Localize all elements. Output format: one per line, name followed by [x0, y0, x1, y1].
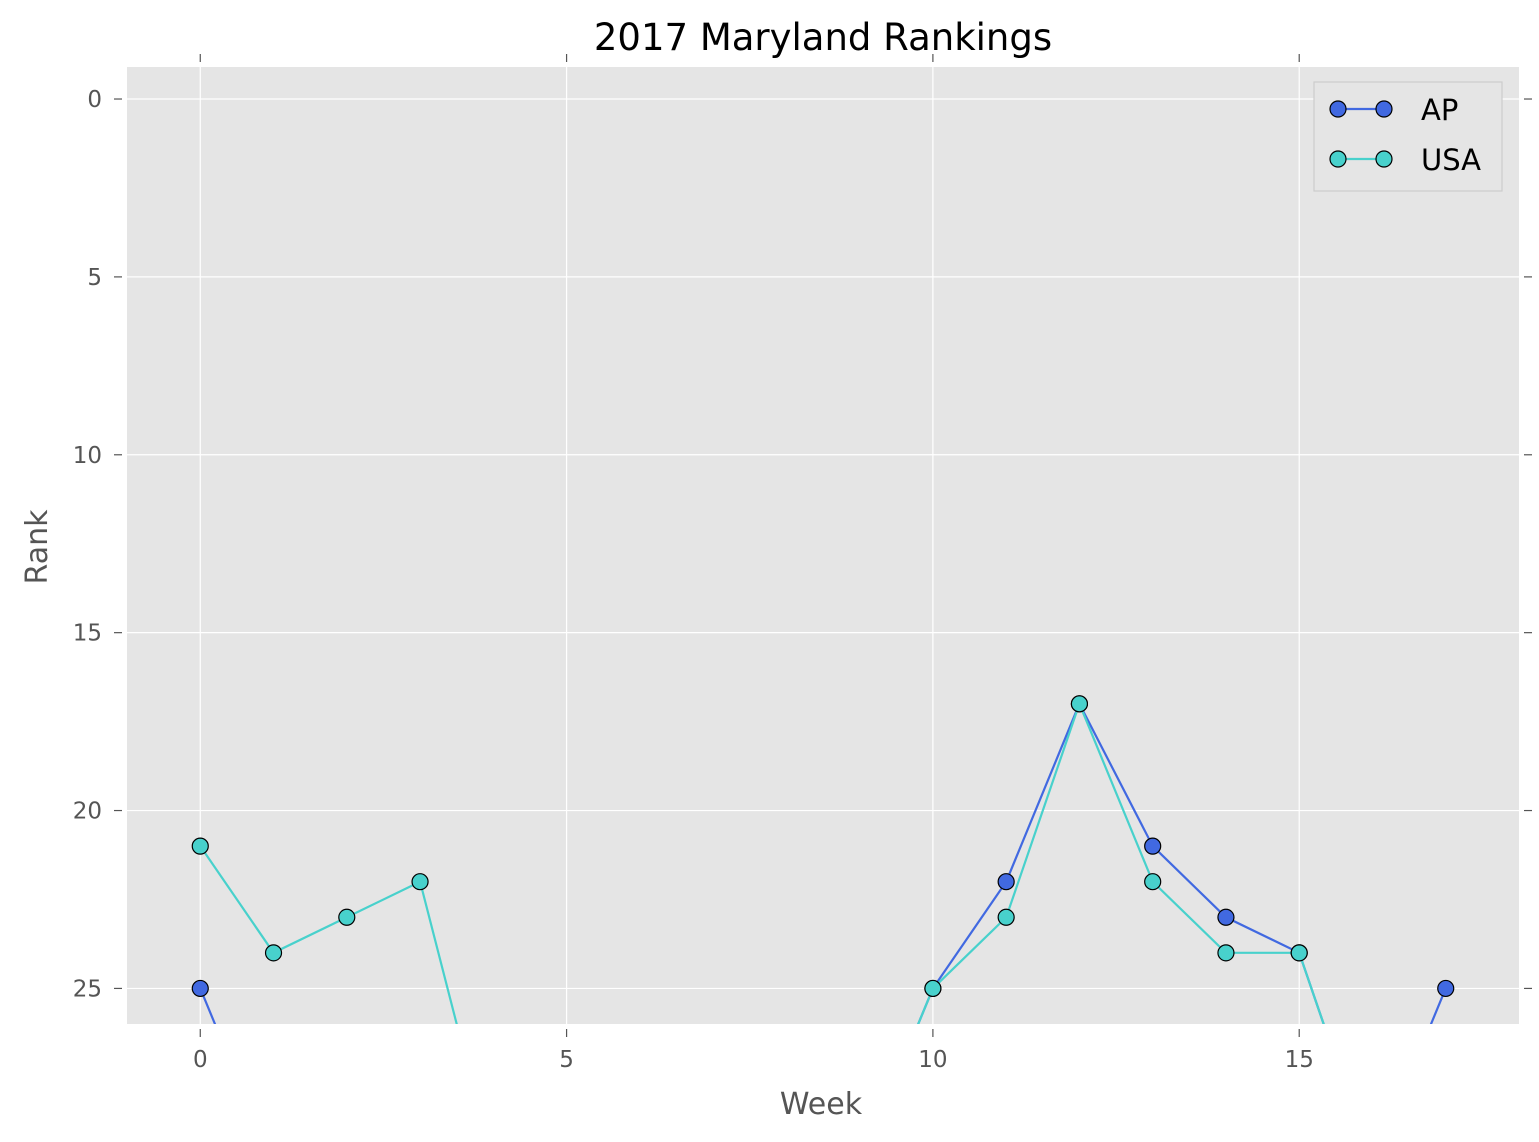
x-axis-label: Week — [780, 1087, 863, 1122]
legend-box — [1313, 81, 1503, 192]
y-tick-label: 0 — [87, 87, 102, 113]
y-axis-label: Rank — [20, 509, 55, 585]
x-tick-label: 15 — [1285, 1047, 1314, 1073]
data-point-usa — [1290, 944, 1308, 962]
data-point-ap — [1437, 979, 1455, 998]
chart-title: 2017 Maryland Rankings — [594, 16, 1052, 59]
plot-background — [127, 67, 1519, 1024]
grid — [127, 67, 1519, 1024]
y-tick-label: 25 — [73, 976, 102, 1002]
x-tick-labels: 0 5 10 15 — [193, 1047, 1314, 1073]
series-markers — [191, 695, 1455, 998]
data-point-usa — [264, 944, 283, 962]
data-point-ap — [1144, 837, 1162, 855]
data-point-ap — [1217, 908, 1235, 926]
data-point-ap — [191, 979, 209, 998]
y-tick-label: 10 — [73, 443, 102, 469]
legend-marker — [1375, 150, 1393, 168]
data-point-usa — [997, 908, 1015, 926]
data-point-ap — [997, 873, 1015, 891]
data-point-usa — [924, 979, 942, 998]
axis-ticks — [114, 54, 1532, 1037]
data-point-usa — [1217, 944, 1235, 962]
legend-label: USA — [1421, 143, 1481, 177]
x-tick-label: 5 — [559, 1047, 574, 1073]
y-tick-label: 15 — [73, 621, 102, 647]
data-point-usa — [1070, 695, 1089, 713]
legend: AP USA — [1313, 81, 1503, 192]
data-point-usa — [1144, 873, 1162, 891]
x-tick-label: 10 — [918, 1047, 947, 1073]
data-point-usa — [191, 837, 209, 855]
y-tick-label: 20 — [73, 799, 102, 825]
legend-label: AP — [1421, 93, 1458, 127]
legend-marker — [1375, 100, 1393, 118]
legend-marker — [1329, 150, 1347, 168]
y-tick-label: 5 — [87, 265, 102, 291]
data-point-usa — [338, 908, 356, 926]
x-tick-label: 0 — [193, 1047, 208, 1073]
legend-marker — [1329, 100, 1347, 118]
data-point-usa — [411, 873, 429, 891]
y-tick-labels: 0 5 10 15 20 25 — [73, 87, 102, 1002]
